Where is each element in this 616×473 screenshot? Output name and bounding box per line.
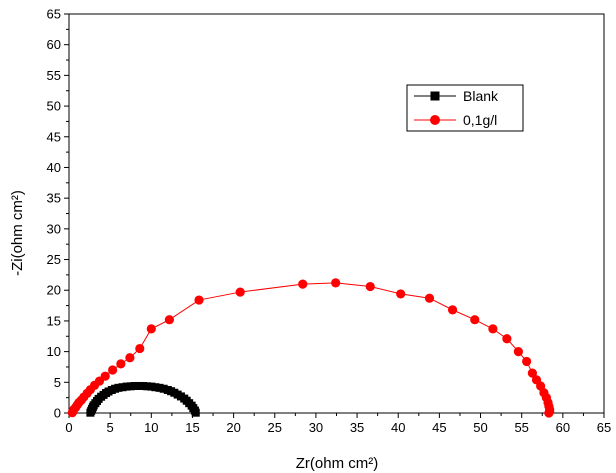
y-tick-label: 5 bbox=[54, 375, 61, 390]
data-point bbox=[126, 382, 135, 391]
data-point bbox=[488, 324, 498, 334]
data-point bbox=[298, 279, 308, 289]
x-tick-label: 45 bbox=[432, 420, 446, 435]
y-tick-label: 25 bbox=[47, 252, 61, 267]
x-tick-label: 30 bbox=[309, 420, 323, 435]
legend: Blank 0,1g/l bbox=[406, 84, 524, 132]
x-tick-label: 15 bbox=[185, 420, 199, 435]
y-tick-label: 55 bbox=[47, 68, 61, 83]
data-point bbox=[527, 368, 537, 378]
x-tick-label: 5 bbox=[107, 420, 114, 435]
data-point bbox=[146, 324, 156, 334]
y-tick-label: 15 bbox=[47, 313, 61, 328]
x-tick-label: 50 bbox=[473, 420, 487, 435]
x-tick-label: 60 bbox=[556, 420, 570, 435]
data-point bbox=[513, 347, 524, 357]
legend-marker-blank bbox=[430, 91, 440, 101]
data-point bbox=[118, 383, 127, 392]
y-tick-label: 40 bbox=[47, 160, 61, 175]
data-point bbox=[396, 289, 406, 299]
x-tick-label: 55 bbox=[514, 420, 528, 435]
data-point bbox=[331, 278, 341, 288]
data-point bbox=[130, 381, 139, 390]
data-point bbox=[139, 381, 148, 390]
series-0 bbox=[86, 381, 200, 417]
data-point bbox=[447, 305, 458, 315]
x-tick-label: 40 bbox=[391, 420, 405, 435]
legend-box bbox=[406, 84, 524, 132]
data-point bbox=[164, 315, 175, 325]
data-point bbox=[155, 383, 164, 392]
data-point bbox=[159, 384, 168, 393]
series-layer bbox=[67, 278, 555, 418]
data-point bbox=[502, 334, 512, 344]
data-point bbox=[147, 382, 156, 391]
x-tick-label: 25 bbox=[268, 420, 282, 435]
data-point bbox=[151, 383, 160, 392]
x-axis-title: Zr(ohm cm²) bbox=[296, 455, 379, 472]
data-point bbox=[424, 293, 435, 303]
data-point bbox=[470, 315, 480, 325]
data-point bbox=[544, 408, 554, 418]
y-tick-label: 10 bbox=[47, 344, 61, 359]
y-tick-label: 35 bbox=[47, 191, 61, 206]
data-point bbox=[194, 295, 204, 305]
legend-label-blank: Blank bbox=[463, 88, 499, 104]
legend-marker-red bbox=[430, 115, 440, 125]
x-tick-label: 35 bbox=[350, 420, 364, 435]
legend-label-red: 0,1g/l bbox=[463, 112, 497, 128]
data-point bbox=[522, 356, 532, 367]
data-point bbox=[116, 359, 126, 369]
x-tick-label: 0 bbox=[65, 420, 72, 435]
data-point bbox=[135, 343, 145, 354]
x-tick-label: 65 bbox=[597, 420, 611, 435]
y-tick-label: 65 bbox=[47, 7, 61, 22]
data-point bbox=[191, 408, 200, 417]
data-point bbox=[122, 382, 131, 391]
data-point bbox=[125, 353, 135, 363]
series-1 bbox=[67, 278, 555, 418]
y-tick-label: 50 bbox=[47, 99, 61, 114]
data-point bbox=[143, 382, 152, 391]
x-tick-label: 20 bbox=[226, 420, 240, 435]
x-tick-label: 10 bbox=[144, 420, 158, 435]
data-point bbox=[134, 381, 143, 390]
y-tick-label: 60 bbox=[47, 37, 61, 52]
data-point bbox=[114, 383, 123, 392]
data-point bbox=[108, 365, 118, 375]
y-axis-title: -Zi(ohm cm²) bbox=[9, 190, 26, 276]
data-point bbox=[365, 281, 375, 292]
plot-frame bbox=[68, 13, 605, 414]
y-tick-label: 45 bbox=[47, 129, 61, 144]
y-tick-label: 0 bbox=[54, 406, 61, 421]
data-point bbox=[100, 371, 110, 381]
y-tick-label: 30 bbox=[47, 221, 61, 236]
data-point bbox=[235, 287, 245, 297]
y-tick-label: 20 bbox=[47, 283, 61, 298]
axes: 0 5 10 15 20 25 30 35 40 45 50 55 60 65 0 5 10 15 20 25 30 35… bbox=[47, 7, 612, 436]
